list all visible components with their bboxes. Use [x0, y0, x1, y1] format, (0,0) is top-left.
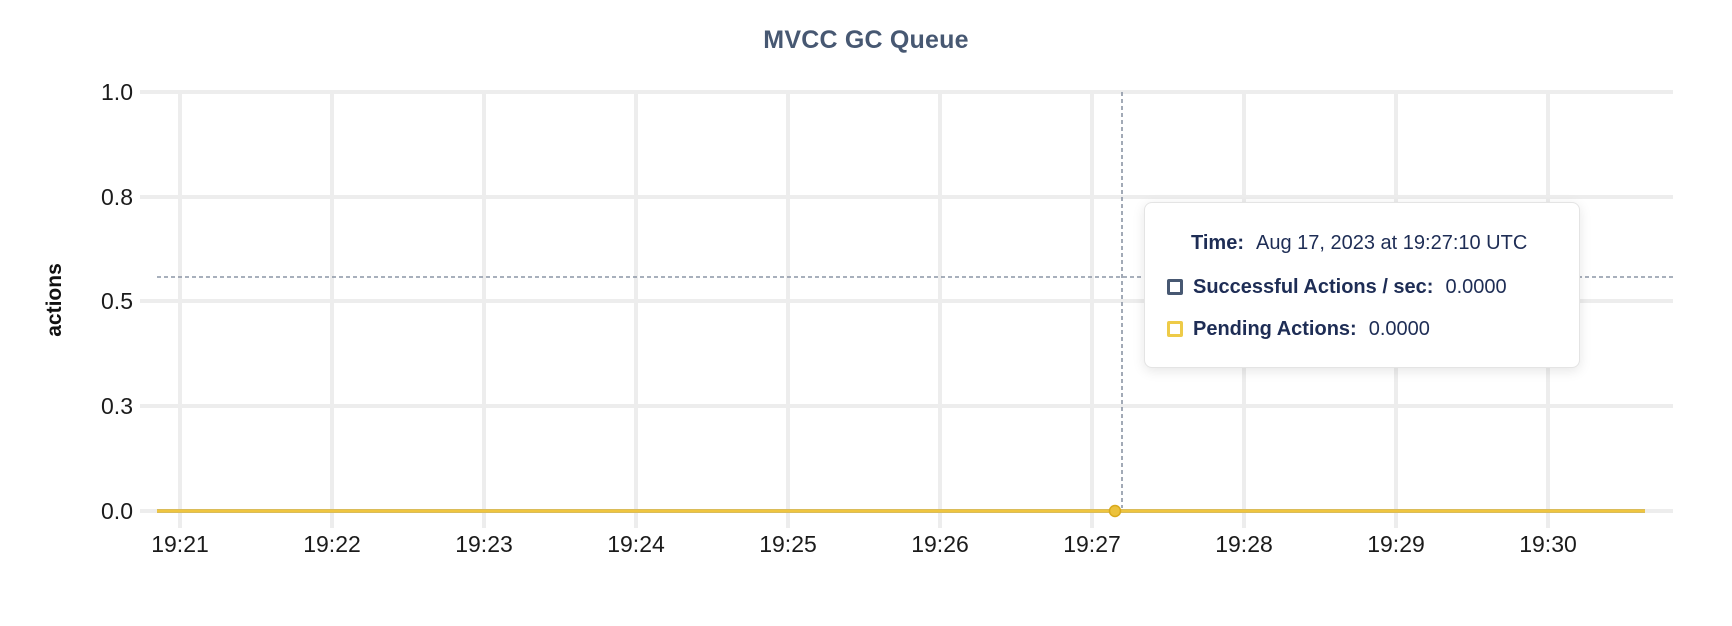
x-tick-label: 19:24 [607, 531, 665, 557]
y-tick-label: 1.0 [101, 79, 133, 105]
x-tick-label: 19:21 [151, 531, 209, 557]
tooltip-series-label: Pending Actions: [1193, 318, 1357, 340]
tooltip-series-row: Pending Actions: 0.0000 [1167, 317, 1430, 341]
tooltip-series-row: Successful Actions / sec: 0.0000 [1167, 275, 1507, 299]
y-tick-label: 0.0 [101, 498, 133, 524]
chart-title: MVCC GC Queue [763, 26, 969, 54]
y-tick-label: 0.5 [101, 288, 133, 314]
tooltip-time-label: Time: [1191, 232, 1244, 254]
x-tick-label: 19:25 [759, 531, 817, 557]
tooltip-time-row: Time: Aug 17, 2023 at 19:27:10 UTC [1191, 231, 1527, 255]
x-tick-label: 19:30 [1519, 531, 1577, 557]
x-tick-label: 19:22 [303, 531, 361, 557]
tooltip-series-label: Successful Actions / sec: [1193, 276, 1434, 298]
x-tick-label: 19:27 [1063, 531, 1121, 557]
series-swatch-icon [1167, 321, 1183, 337]
tooltip-series-value: 0.0000 [1445, 276, 1507, 298]
tooltip-time-value: Aug 17, 2023 at 19:27:10 UTC [1255, 232, 1528, 254]
x-tick-label: 19:26 [911, 531, 969, 557]
series-swatch-icon [1167, 279, 1183, 295]
y-tick-label: 0.3 [101, 393, 133, 419]
x-tick-label: 19:29 [1367, 531, 1425, 557]
hover-point-dot [1108, 504, 1122, 518]
hover-tooltip: Time: Aug 17, 2023 at 19:27:10 UTC Succe… [1144, 202, 1580, 368]
tooltip-series-value: 0.0000 [1368, 318, 1430, 340]
x-tick-label: 19:28 [1215, 531, 1273, 557]
y-tick-label: 0.8 [101, 184, 133, 210]
x-tick-label: 19:23 [455, 531, 513, 557]
